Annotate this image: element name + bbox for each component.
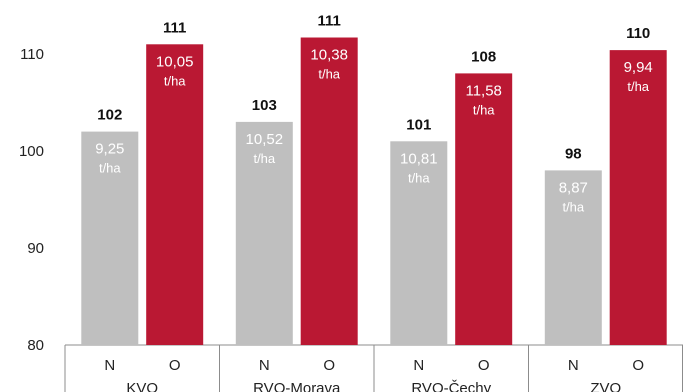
y-tick-label: 90 xyxy=(27,240,44,257)
x-tick-label: O xyxy=(323,357,335,374)
x-tick-label: O xyxy=(478,357,490,374)
bar-yield-value: 10,38 xyxy=(310,47,348,64)
bar-n xyxy=(390,141,448,345)
group-label: RVO-Morava xyxy=(253,380,341,392)
bar-yield-unit: t/ha xyxy=(473,102,495,117)
x-tick-label: O xyxy=(632,357,644,374)
group-label: RVO-Čechy xyxy=(411,380,491,392)
bar-o xyxy=(455,73,513,346)
bar-yield-value: 10,52 xyxy=(246,131,284,148)
bar-n xyxy=(544,170,602,345)
bar-value-label: 101 xyxy=(406,116,431,133)
bar-yield-unit: t/ha xyxy=(164,73,186,88)
bars xyxy=(81,37,667,346)
bar-value-label: 102 xyxy=(97,107,122,124)
bar-n xyxy=(81,131,139,345)
bar-yield-value: 10,05 xyxy=(156,53,194,70)
bar-value-label: 111 xyxy=(163,19,186,36)
labels: 102 9,25 t/ha 111 10,05 t/ha 103 10,52 t/ha 111 10… xyxy=(95,13,653,215)
y-tick-label: 110 xyxy=(20,46,44,63)
bar-value-label: 111 xyxy=(318,13,341,30)
bar-yield-value: 11,58 xyxy=(465,82,501,99)
bar-value-label: 108 xyxy=(471,48,496,65)
bar-yield-value: 9,94 xyxy=(624,59,653,76)
bar-yield-value: 10,81 xyxy=(400,150,438,167)
y-tick-label: 80 xyxy=(27,337,44,354)
bar-o xyxy=(146,44,204,346)
bar-value-label: 110 xyxy=(626,25,650,42)
bar-yield-unit: t/ha xyxy=(318,67,340,82)
bar-yield-unit: t/ha xyxy=(627,79,649,94)
bar-yield-value: 8,87 xyxy=(559,179,588,196)
x-tick-label: N xyxy=(259,357,270,374)
bar-o xyxy=(300,37,358,345)
group-label: ZVO xyxy=(590,380,621,392)
bar-value-label: 98 xyxy=(565,145,582,162)
group-label: KVO xyxy=(126,380,158,392)
bar-yield-unit: t/ha xyxy=(562,199,584,214)
bar-yield-unit: t/ha xyxy=(253,151,275,166)
bar-yield-unit: t/ha xyxy=(408,170,430,185)
bar-yield-unit: t/ha xyxy=(99,161,121,176)
bar-o xyxy=(609,50,667,346)
x-tick-label: O xyxy=(169,357,181,374)
bar-yield-value: 9,25 xyxy=(95,141,124,158)
y-tick-label: 100 xyxy=(19,143,44,160)
x-tick-label: N xyxy=(568,357,579,374)
x-tick-label: N xyxy=(104,357,115,374)
bar-n xyxy=(235,121,293,346)
bar-value-label: 103 xyxy=(252,97,277,114)
x-tick-label: N xyxy=(413,357,424,374)
